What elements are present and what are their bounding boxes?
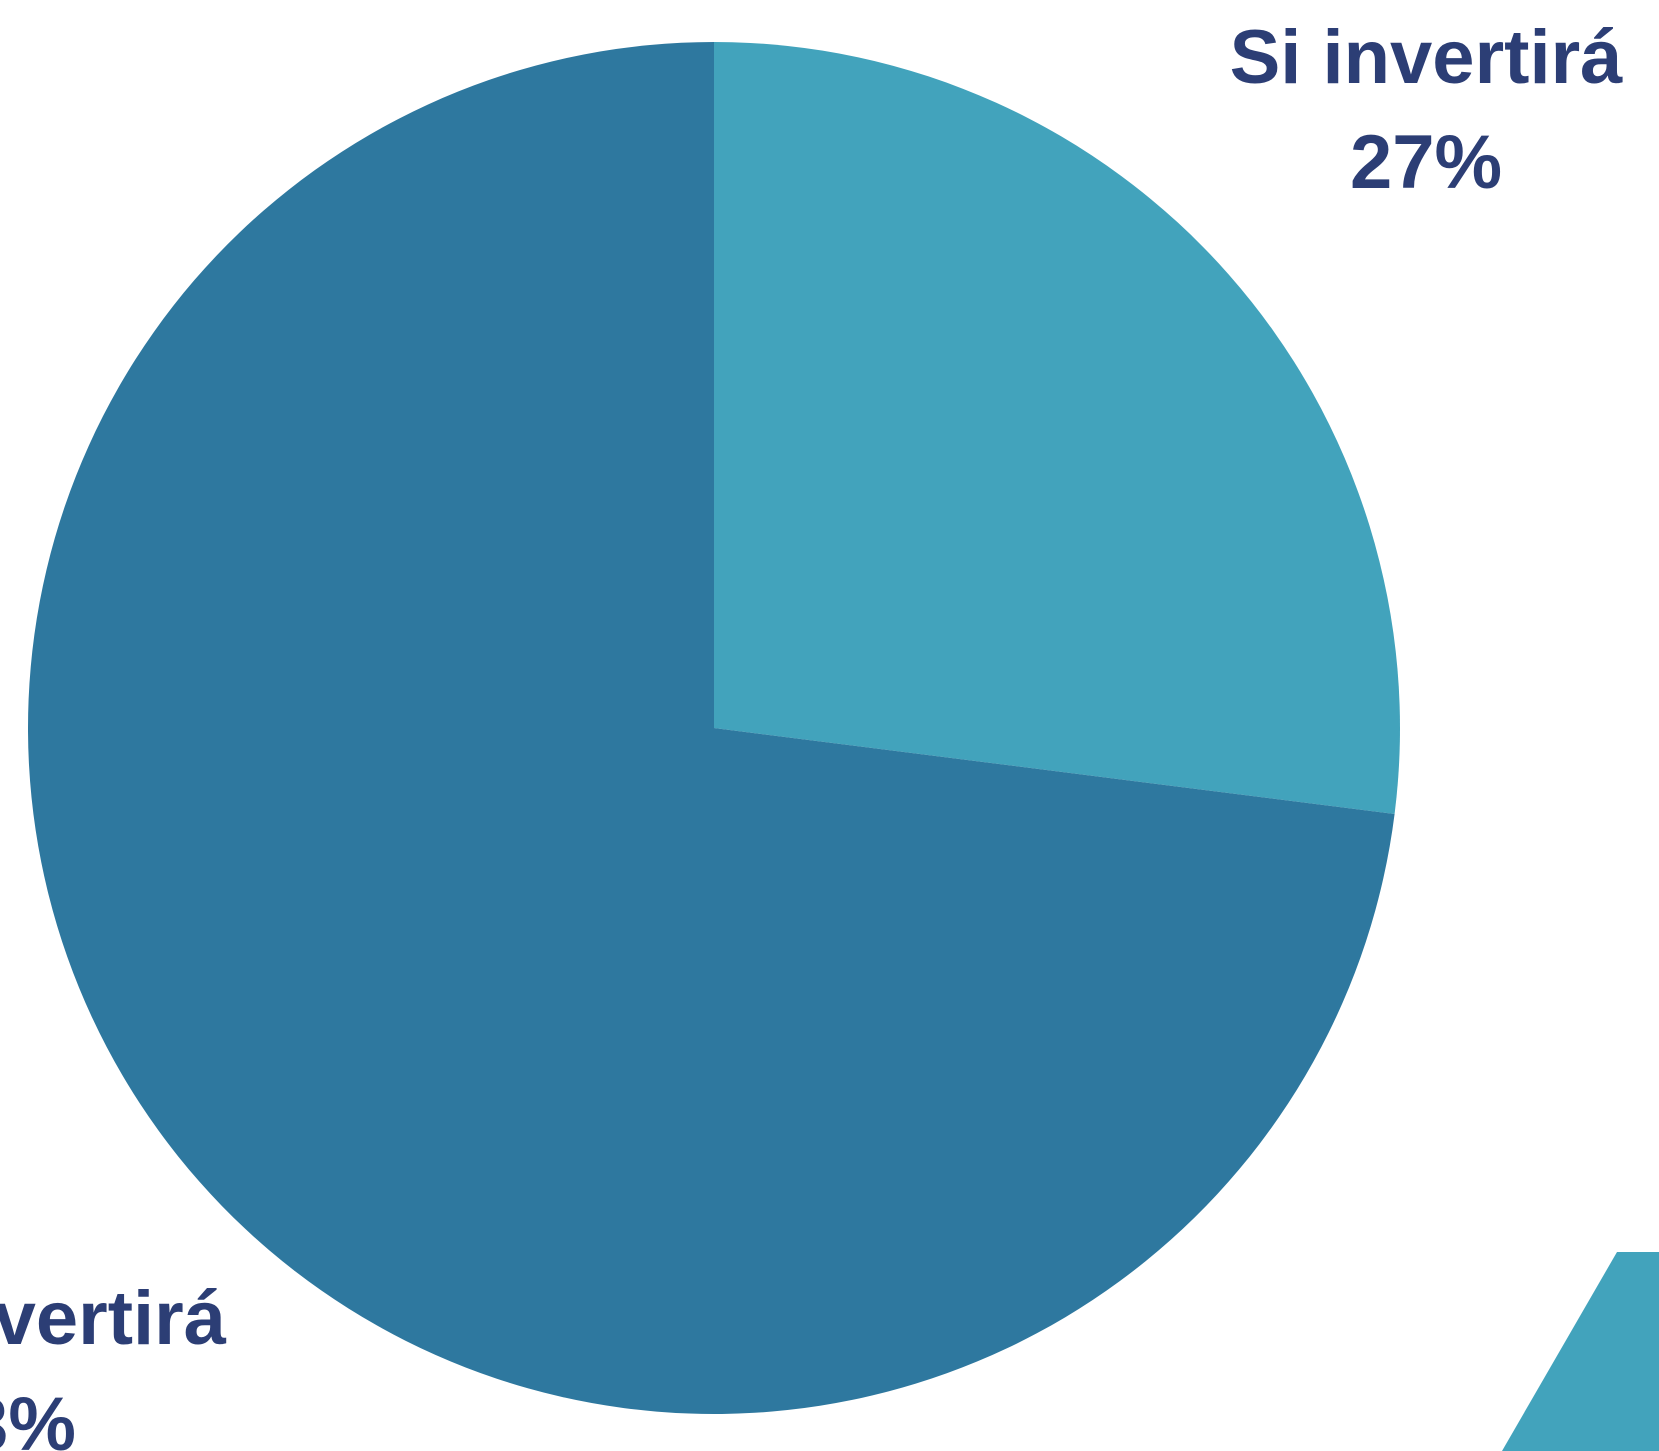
pie-slice	[28, 42, 1395, 1414]
pie-slice	[714, 42, 1400, 814]
decoration	[1502, 1252, 1659, 1451]
slice-label: Si invertirá	[1230, 15, 1624, 100]
slices	[28, 42, 1400, 1414]
slice-value-label: 27%	[1350, 120, 1502, 205]
slice-label: No invertirá	[0, 1276, 227, 1361]
slice-value-label: 73%	[0, 1382, 76, 1451]
